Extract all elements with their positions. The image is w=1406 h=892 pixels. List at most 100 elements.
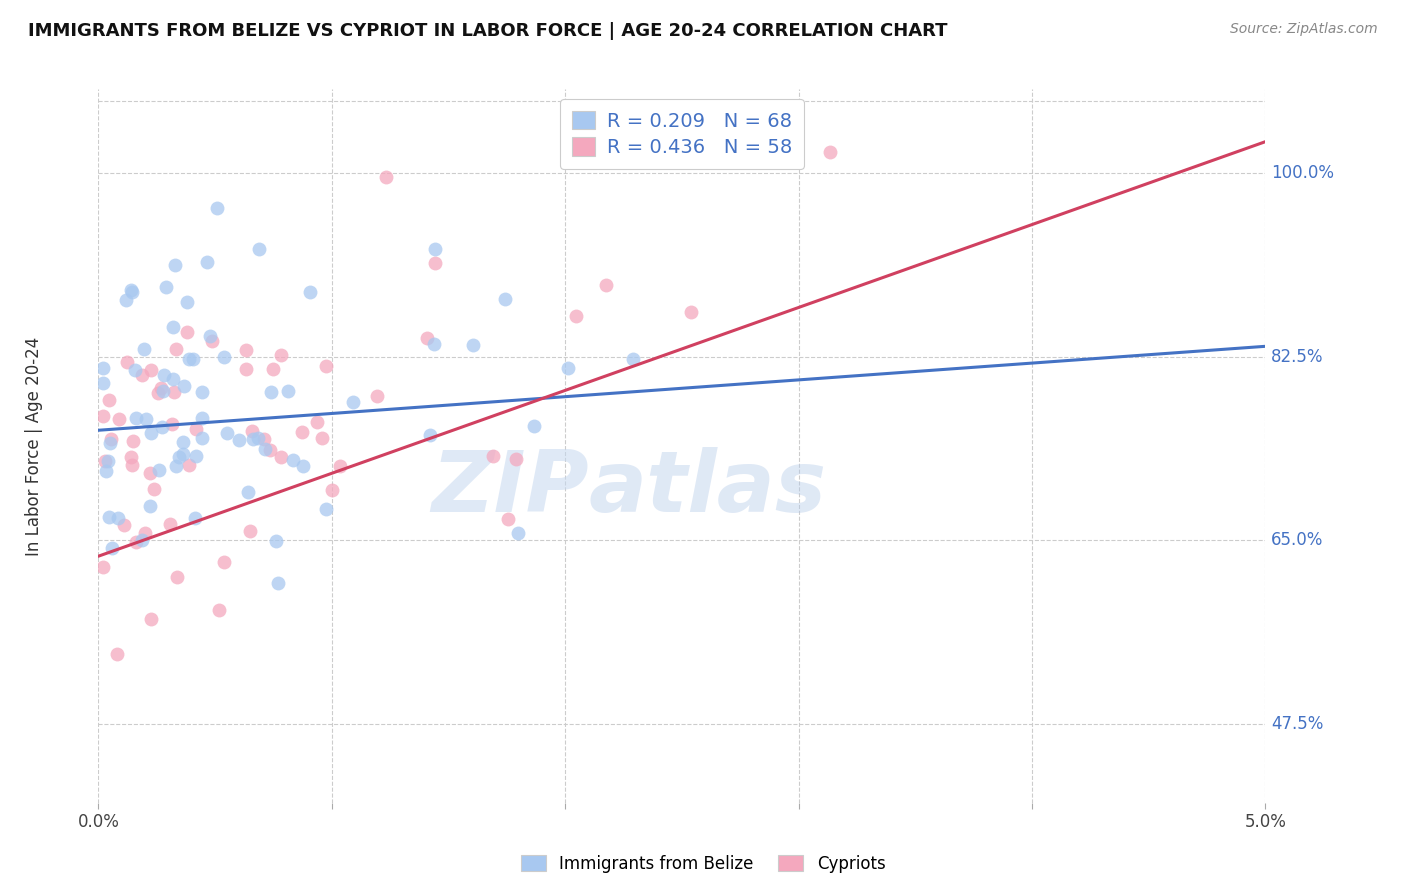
Point	[91, 560, 114, 574]
Point	[94, 454, 117, 468]
Point	[100, 433, 122, 447]
Text: Source: ZipAtlas.com: Source: ZipAtlas.com	[1230, 22, 1378, 37]
Point	[165, 342, 187, 356]
Point	[270, 348, 292, 362]
Point	[121, 285, 143, 299]
Point	[505, 451, 527, 466]
Point	[281, 452, 304, 467]
Point	[191, 384, 214, 399]
Point	[423, 256, 446, 270]
Point	[172, 435, 194, 450]
Point	[266, 533, 288, 548]
Point	[115, 293, 138, 307]
Point	[208, 603, 231, 617]
Point	[423, 336, 446, 351]
Point	[141, 612, 163, 626]
Text: atlas: atlas	[589, 447, 827, 531]
Point	[329, 459, 352, 474]
Text: 82.5%: 82.5%	[1271, 348, 1323, 366]
Point	[342, 395, 364, 409]
Legend: Immigrants from Belize, Cypriots: Immigrants from Belize, Cypriots	[515, 848, 891, 880]
Point	[179, 352, 201, 367]
Point	[91, 360, 114, 375]
Point	[228, 434, 250, 448]
Point	[159, 517, 181, 532]
Point	[299, 285, 322, 299]
Point	[160, 417, 183, 432]
Point	[97, 392, 120, 407]
Point	[321, 483, 343, 498]
Point	[291, 425, 314, 439]
Point	[419, 428, 441, 442]
Point	[107, 511, 129, 525]
Point	[416, 331, 439, 345]
Point	[366, 389, 388, 403]
Point	[108, 412, 131, 426]
Point	[105, 647, 128, 661]
Point	[239, 524, 262, 538]
Point	[125, 535, 148, 549]
Point	[259, 442, 281, 457]
Point	[277, 384, 299, 399]
Point	[494, 292, 516, 306]
Point	[463, 338, 485, 352]
Point	[115, 355, 138, 369]
Point	[134, 525, 156, 540]
Point	[97, 454, 120, 468]
Point	[253, 433, 276, 447]
Point	[101, 541, 124, 555]
Point	[155, 280, 177, 294]
Point	[557, 360, 579, 375]
Point	[132, 342, 155, 356]
Point	[198, 328, 221, 343]
Point	[176, 295, 198, 310]
Point	[184, 449, 207, 463]
Point	[120, 283, 142, 297]
Text: 47.5%: 47.5%	[1271, 715, 1323, 733]
Point	[375, 169, 398, 184]
Point	[235, 361, 257, 376]
Point	[172, 447, 194, 461]
Point	[165, 459, 187, 474]
Text: In Labor Force | Age 20-24: In Labor Force | Age 20-24	[25, 336, 44, 556]
Point	[150, 420, 173, 434]
Point	[165, 258, 187, 272]
Point	[242, 432, 264, 446]
Point	[120, 450, 142, 464]
Point	[260, 384, 283, 399]
Point	[176, 325, 198, 339]
Point	[121, 458, 143, 473]
Point	[508, 525, 530, 540]
Legend: R = 0.209   N = 68, R = 0.436   N = 58: R = 0.209 N = 68, R = 0.436 N = 58	[560, 99, 804, 169]
Point	[315, 501, 337, 516]
Point	[184, 510, 207, 524]
Point	[191, 431, 214, 445]
Point	[152, 384, 174, 399]
Point	[112, 517, 135, 532]
Point	[201, 334, 224, 349]
Point	[238, 485, 260, 500]
Point	[131, 368, 153, 383]
Text: IMMIGRANTS FROM BELIZE VS CYPRIOT IN LABOR FORCE | AGE 20-24 CORRELATION CHART: IMMIGRANTS FROM BELIZE VS CYPRIOT IN LAB…	[28, 22, 948, 40]
Point	[311, 431, 333, 445]
Point	[246, 432, 269, 446]
Point	[270, 450, 292, 464]
Point	[523, 419, 546, 434]
Point	[148, 463, 170, 477]
Point	[212, 351, 235, 365]
Point	[262, 362, 284, 376]
Point	[163, 384, 186, 399]
Point	[254, 442, 277, 456]
Point	[125, 411, 148, 425]
Point	[191, 410, 214, 425]
Point	[482, 450, 505, 464]
Point	[315, 359, 337, 373]
Point	[149, 381, 172, 395]
Point	[215, 426, 238, 441]
Point	[235, 343, 257, 357]
Point	[818, 145, 841, 160]
Point	[122, 434, 145, 449]
Point	[162, 372, 184, 386]
Point	[681, 305, 703, 319]
Point	[195, 255, 218, 269]
